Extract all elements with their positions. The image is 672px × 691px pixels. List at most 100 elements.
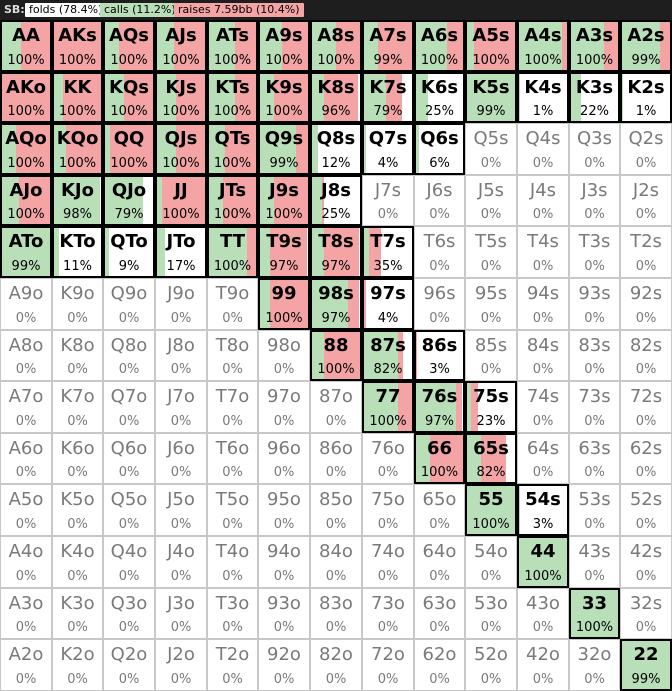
hand-cell[interactable]: K2o 0%: [52, 639, 103, 691]
hand-cell[interactable]: 87o 0%: [310, 381, 362, 433]
hand-cell[interactable]: K7o 0%: [52, 381, 103, 433]
hand-cell[interactable]: T4o 0%: [207, 536, 258, 588]
hand-cell[interactable]: JTo 17%: [155, 226, 207, 278]
hand-cell[interactable]: T5o 0%: [207, 484, 258, 536]
hand-cell[interactable]: J8s 25%: [310, 175, 362, 226]
hand-cell[interactable]: A2s 99%: [620, 20, 672, 72]
hand-cell[interactable]: A3s 100%: [569, 20, 620, 72]
hand-cell[interactable]: QJs 100%: [155, 123, 207, 175]
hand-cell[interactable]: K6s 25%: [414, 72, 465, 123]
hand-cell[interactable]: T5s 0%: [465, 226, 517, 278]
hand-cell[interactable]: 33 100%: [569, 588, 620, 639]
hand-cell[interactable]: Q7o 0%: [103, 381, 155, 433]
hand-cell[interactable]: Q6o 0%: [103, 433, 155, 484]
hand-cell[interactable]: Q5s 0%: [465, 123, 517, 175]
hand-cell[interactable]: J5o 0%: [155, 484, 207, 536]
hand-cell[interactable]: K8o 0%: [52, 330, 103, 381]
hand-cell[interactable]: A8s 100%: [310, 20, 362, 72]
hand-cell[interactable]: J3s 0%: [569, 175, 620, 226]
hand-cell[interactable]: 84o 0%: [310, 536, 362, 588]
hand-cell[interactable]: T2s 0%: [620, 226, 672, 278]
hand-cell[interactable]: Q9o 0%: [103, 278, 155, 330]
hand-cell[interactable]: QTs 100%: [207, 123, 258, 175]
hand-cell[interactable]: KQo 100%: [52, 123, 103, 175]
hand-cell[interactable]: J6o 0%: [155, 433, 207, 484]
hand-cell[interactable]: 54o 0%: [465, 536, 517, 588]
hand-cell[interactable]: J9s 100%: [258, 175, 310, 226]
hand-cell[interactable]: J7o 0%: [155, 381, 207, 433]
hand-cell[interactable]: Q5o 0%: [103, 484, 155, 536]
hand-cell[interactable]: Q3o 0%: [103, 588, 155, 639]
hand-cell[interactable]: 53s 0%: [569, 484, 620, 536]
hand-cell[interactable]: A7s 99%: [362, 20, 414, 72]
hand-cell[interactable]: J9o 0%: [155, 278, 207, 330]
hand-cell[interactable]: 98s 97%: [310, 278, 362, 330]
hand-cell[interactable]: TT 100%: [207, 226, 258, 278]
hand-cell[interactable]: J8o 0%: [155, 330, 207, 381]
hand-cell[interactable]: K5s 99%: [465, 72, 517, 123]
hand-cell[interactable]: 64o 0%: [414, 536, 465, 588]
hand-cell[interactable]: 96o 0%: [258, 433, 310, 484]
hand-cell[interactable]: K2s 1%: [620, 72, 672, 123]
hand-cell[interactable]: 97o 0%: [258, 381, 310, 433]
hand-cell[interactable]: 75o 0%: [362, 484, 414, 536]
hand-cell[interactable]: 52o 0%: [465, 639, 517, 691]
hand-cell[interactable]: 44 100%: [517, 536, 569, 588]
hand-cell[interactable]: T6s 0%: [414, 226, 465, 278]
hand-cell[interactable]: A6o 0%: [0, 433, 52, 484]
hand-cell[interactable]: 82s 0%: [620, 330, 672, 381]
hand-cell[interactable]: KJo 98%: [52, 175, 103, 226]
hand-cell[interactable]: 93s 0%: [569, 278, 620, 330]
hand-cell[interactable]: Q8s 12%: [310, 123, 362, 175]
hand-cell[interactable]: T8o 0%: [207, 330, 258, 381]
legend-calls[interactable]: calls (11.2%): [100, 3, 180, 17]
hand-cell[interactable]: J4s 0%: [517, 175, 569, 226]
hand-cell[interactable]: J6s 0%: [414, 175, 465, 226]
hand-cell[interactable]: 63o 0%: [414, 588, 465, 639]
hand-cell[interactable]: 85s 0%: [465, 330, 517, 381]
hand-cell[interactable]: AKo 100%: [0, 72, 52, 123]
hand-cell[interactable]: Q8o 0%: [103, 330, 155, 381]
hand-cell[interactable]: 52s 0%: [620, 484, 672, 536]
hand-cell[interactable]: A8o 0%: [0, 330, 52, 381]
hand-cell[interactable]: QTo 9%: [103, 226, 155, 278]
hand-cell[interactable]: 42o 0%: [517, 639, 569, 691]
hand-cell[interactable]: A5o 0%: [0, 484, 52, 536]
hand-cell[interactable]: 95s 0%: [465, 278, 517, 330]
hand-cell[interactable]: 55 100%: [465, 484, 517, 536]
hand-cell[interactable]: 63s 0%: [569, 433, 620, 484]
hand-cell[interactable]: J4o 0%: [155, 536, 207, 588]
legend-folds[interactable]: folds (78.4%): [25, 3, 107, 17]
hand-cell[interactable]: 83s 0%: [569, 330, 620, 381]
hand-cell[interactable]: 72s 0%: [620, 381, 672, 433]
hand-cell[interactable]: J5s 0%: [465, 175, 517, 226]
hand-cell[interactable]: T2o 0%: [207, 639, 258, 691]
hand-cell[interactable]: 86s 3%: [414, 330, 465, 381]
hand-cell[interactable]: 82o 0%: [310, 639, 362, 691]
hand-cell[interactable]: K5o 0%: [52, 484, 103, 536]
hand-cell[interactable]: 62o 0%: [414, 639, 465, 691]
hand-cell[interactable]: K8s 96%: [310, 72, 362, 123]
hand-cell[interactable]: J2s 0%: [620, 175, 672, 226]
hand-cell[interactable]: Q3s 0%: [569, 123, 620, 175]
hand-cell[interactable]: 97s 4%: [362, 278, 414, 330]
hand-cell[interactable]: 64s 0%: [517, 433, 569, 484]
hand-cell[interactable]: KTo 11%: [52, 226, 103, 278]
hand-cell[interactable]: AJs 100%: [155, 20, 207, 72]
hand-cell[interactable]: KJs 100%: [155, 72, 207, 123]
hand-cell[interactable]: 75s 23%: [465, 381, 517, 433]
hand-cell[interactable]: AKs 100%: [52, 20, 103, 72]
hand-cell[interactable]: 73o 0%: [362, 588, 414, 639]
hand-cell[interactable]: 43s 0%: [569, 536, 620, 588]
hand-cell[interactable]: AJo 100%: [0, 175, 52, 226]
hand-cell[interactable]: T7s 35%: [362, 226, 414, 278]
hand-cell[interactable]: 77 100%: [362, 381, 414, 433]
hand-cell[interactable]: JJ 100%: [155, 175, 207, 226]
hand-cell[interactable]: T6o 0%: [207, 433, 258, 484]
hand-cell[interactable]: T7o 0%: [207, 381, 258, 433]
hand-cell[interactable]: 84s 0%: [517, 330, 569, 381]
hand-cell[interactable]: AQs 100%: [103, 20, 155, 72]
hand-cell[interactable]: A2o 0%: [0, 639, 52, 691]
hand-cell[interactable]: A3o 0%: [0, 588, 52, 639]
hand-cell[interactable]: 53o 0%: [465, 588, 517, 639]
